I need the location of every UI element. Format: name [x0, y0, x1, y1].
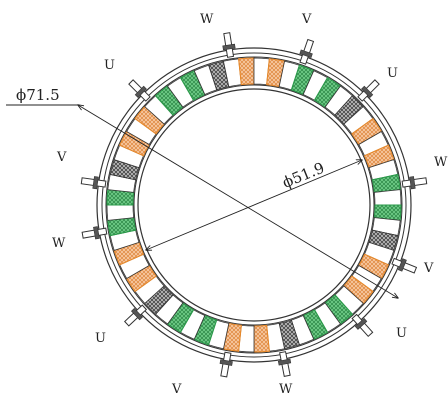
terminal-collar: [222, 43, 236, 51]
terminal-collar: [397, 258, 407, 272]
terminal-collar: [361, 85, 374, 98]
slot-orange: [238, 57, 255, 86]
slot-orange: [253, 324, 270, 353]
inner-dimension-line: [146, 160, 362, 250]
phase-label-top-w: W: [200, 12, 214, 27]
phase-label-top-v: V: [301, 12, 312, 27]
terminal-collar: [354, 317, 368, 330]
terminal-collar: [131, 307, 143, 321]
slot-white: [106, 204, 135, 221]
phase-label-bottom-w: W: [279, 382, 293, 394]
terminal-collar: [219, 359, 233, 366]
terminal-collar: [409, 176, 416, 190]
phase-label-upper-left-u: U: [104, 58, 115, 73]
terminal-collar: [299, 49, 313, 58]
outer-diameter-label: ϕ71.5: [16, 86, 60, 104]
phase-label-right-w: W: [434, 155, 448, 170]
phase-label-left-v: V: [56, 150, 67, 165]
phase-label-lower-left-u: U: [95, 331, 106, 346]
slot-white: [373, 189, 402, 206]
terminal-collar: [134, 85, 147, 98]
terminal-collar: [277, 358, 292, 366]
phase-label-left-w: W: [52, 236, 66, 251]
phase-label-bottom-v: V: [171, 382, 182, 394]
phase-label-right-v: V: [423, 261, 434, 276]
phase-label-lower-right-u: U: [396, 326, 407, 341]
slot-white: [193, 64, 218, 95]
phase-label-upper-right-u: U: [387, 66, 398, 81]
